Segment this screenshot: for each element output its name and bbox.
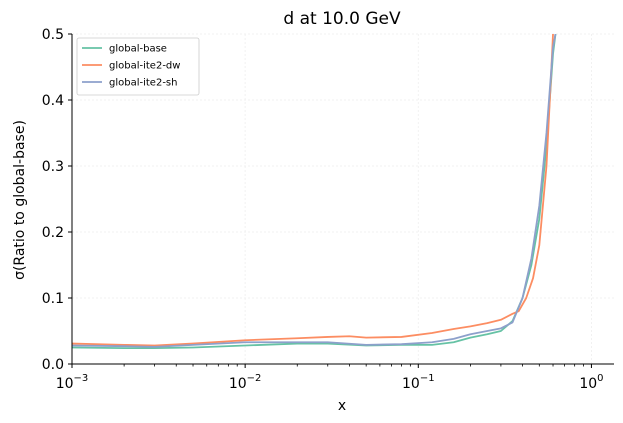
tick-labels: 0.0 0.1 0.2 0.3 0.4 0.5 10−3 10−2 10−1 100 bbox=[42, 27, 604, 392]
legend: global-base global-ite2-dw global-ite2-sh bbox=[76, 37, 200, 96]
x-tick-label: 100 bbox=[579, 373, 603, 392]
x-axis-label: x bbox=[338, 398, 346, 414]
y-tick-label: 0.3 bbox=[42, 159, 64, 175]
y-axis-label: σ(Ratio to global-base) bbox=[12, 120, 28, 280]
axes bbox=[71, 34, 614, 365]
y-tick-label: 0.1 bbox=[42, 291, 64, 307]
x-tick-label: 10−2 bbox=[229, 373, 262, 392]
series-line-global-ite2-sh bbox=[72, 34, 557, 348]
x-tick-label: 10−3 bbox=[56, 373, 89, 392]
legend-entry-global-base: global-base bbox=[109, 44, 167, 55]
series-lines bbox=[72, 34, 557, 350]
y-tick-label: 0.4 bbox=[42, 93, 64, 109]
legend-box bbox=[76, 37, 200, 96]
y-tick-label: 0.0 bbox=[42, 357, 64, 373]
legend-entry-global-ite2-dw: global-ite2-dw bbox=[109, 61, 180, 72]
legend-entry-global-ite2-sh: global-ite2-sh bbox=[109, 78, 177, 89]
y-tick-label: 0.2 bbox=[42, 225, 64, 241]
x-tick-label: 10−1 bbox=[402, 373, 435, 392]
series-line-global-base bbox=[72, 34, 557, 350]
series-line-global-ite2-dw bbox=[72, 34, 554, 347]
y-tick-label: 0.5 bbox=[42, 27, 64, 43]
chart-title: d at 10.0 GeV bbox=[283, 9, 401, 29]
